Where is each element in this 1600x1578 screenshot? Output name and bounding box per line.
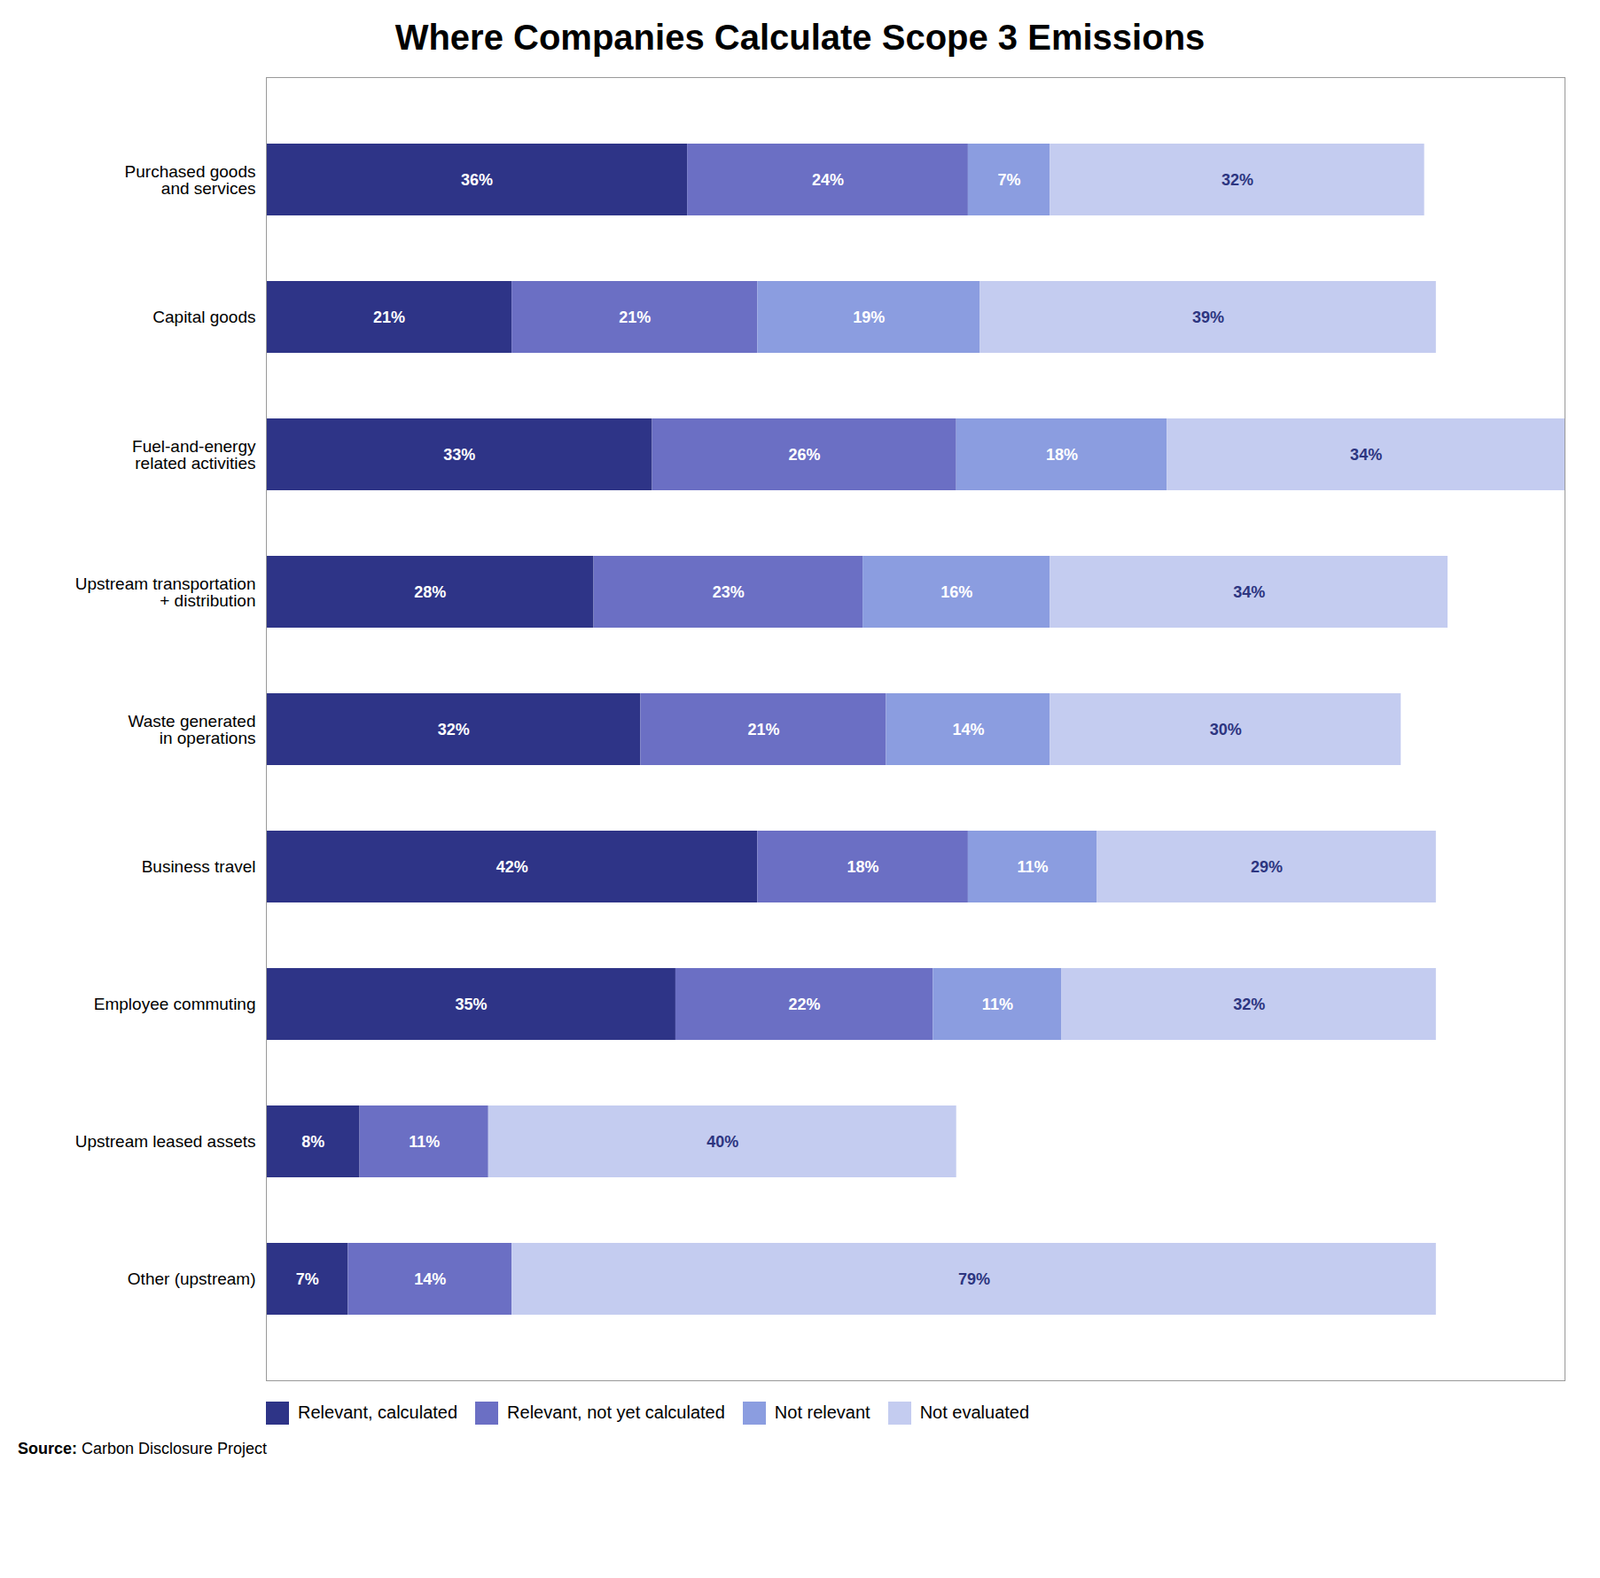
svg-text:14%: 14% <box>413 1270 446 1288</box>
svg-text:21%: 21% <box>747 720 780 739</box>
html-text:Not relevant: Not relevant <box>774 1402 871 1422</box>
svg-text:30%: 30% <box>1209 720 1242 739</box>
svg-text:24%: 24% <box>811 171 844 189</box>
svg-text:7%: 7% <box>998 171 1022 189</box>
svg-text:79%: 79% <box>958 1270 991 1288</box>
svg-text:28%: 28% <box>413 583 446 601</box>
svg-text:11%: 11% <box>408 1132 440 1151</box>
svg-text:Business travel: Business travel <box>141 857 257 876</box>
svg-text:36%: 36% <box>460 171 493 189</box>
svg-text:Employee commuting: Employee commuting <box>93 994 257 1014</box>
svg-text:33%: 33% <box>443 445 476 464</box>
svg-text:35%: 35% <box>454 995 487 1014</box>
svg-text:14%: 14% <box>952 720 984 739</box>
svg-text:7%: 7% <box>296 1270 320 1288</box>
svg-text:19%: 19% <box>852 308 885 327</box>
svg-text:8%: 8% <box>301 1132 325 1151</box>
svg-text:18%: 18% <box>847 858 880 876</box>
svg-text:32%: 32% <box>1233 995 1265 1014</box>
svg-text:26%: 26% <box>788 445 821 464</box>
svg-text:32%: 32% <box>1221 171 1254 189</box>
svg-text:11%: 11% <box>982 995 1014 1014</box>
html-text:Where Companies Calculate Scop: Where Companies Calculate Scope 3 Emissi… <box>395 17 1205 57</box>
svg-text:42%: 42% <box>496 858 529 876</box>
svg-text:11%: 11% <box>1016 858 1048 876</box>
svg-text:22%: 22% <box>788 995 821 1014</box>
svg-text:Upstream leased assets: Upstream leased assets <box>75 1131 257 1151</box>
svg-text:Upstream transportation+ distr: Upstream transportation+ distribution <box>75 574 257 610</box>
html-text:Relevant, calculated: Relevant, calculated <box>297 1402 458 1422</box>
svg-text:18%: 18% <box>1045 445 1078 464</box>
svg-text:16%: 16% <box>940 583 973 601</box>
svg-text:Other (upstream): Other (upstream) <box>127 1269 257 1288</box>
svg-text:40%: 40% <box>706 1132 739 1151</box>
svg-text:21%: 21% <box>618 308 651 327</box>
svg-text:Purchased goodsand services: Purchased goodsand services <box>124 162 257 198</box>
svg-text:29%: 29% <box>1250 858 1283 876</box>
html-text:Not evaluated: Not evaluated <box>919 1402 1030 1422</box>
svg-text:Capital goods: Capital goods <box>152 307 256 327</box>
svg-text:23%: 23% <box>712 583 745 601</box>
html-text:Relevant, not yet calculated: Relevant, not yet calculated <box>507 1402 725 1422</box>
svg-text:Waste generatedin operations: Waste generatedin operations <box>128 711 257 748</box>
svg-text:39%: 39% <box>1192 308 1225 327</box>
html-text:Source: Carbon Disclosure Proj: Source: Carbon Disclosure Project <box>17 1439 267 1458</box>
svg-text:Fuel-and-energyrelated activit: Fuel-and-energyrelated activities <box>132 437 257 473</box>
svg-text:32%: 32% <box>437 720 470 739</box>
svg-text:34%: 34% <box>1350 445 1382 464</box>
svg-text:34%: 34% <box>1233 583 1265 601</box>
svg-text:21%: 21% <box>373 308 406 327</box>
